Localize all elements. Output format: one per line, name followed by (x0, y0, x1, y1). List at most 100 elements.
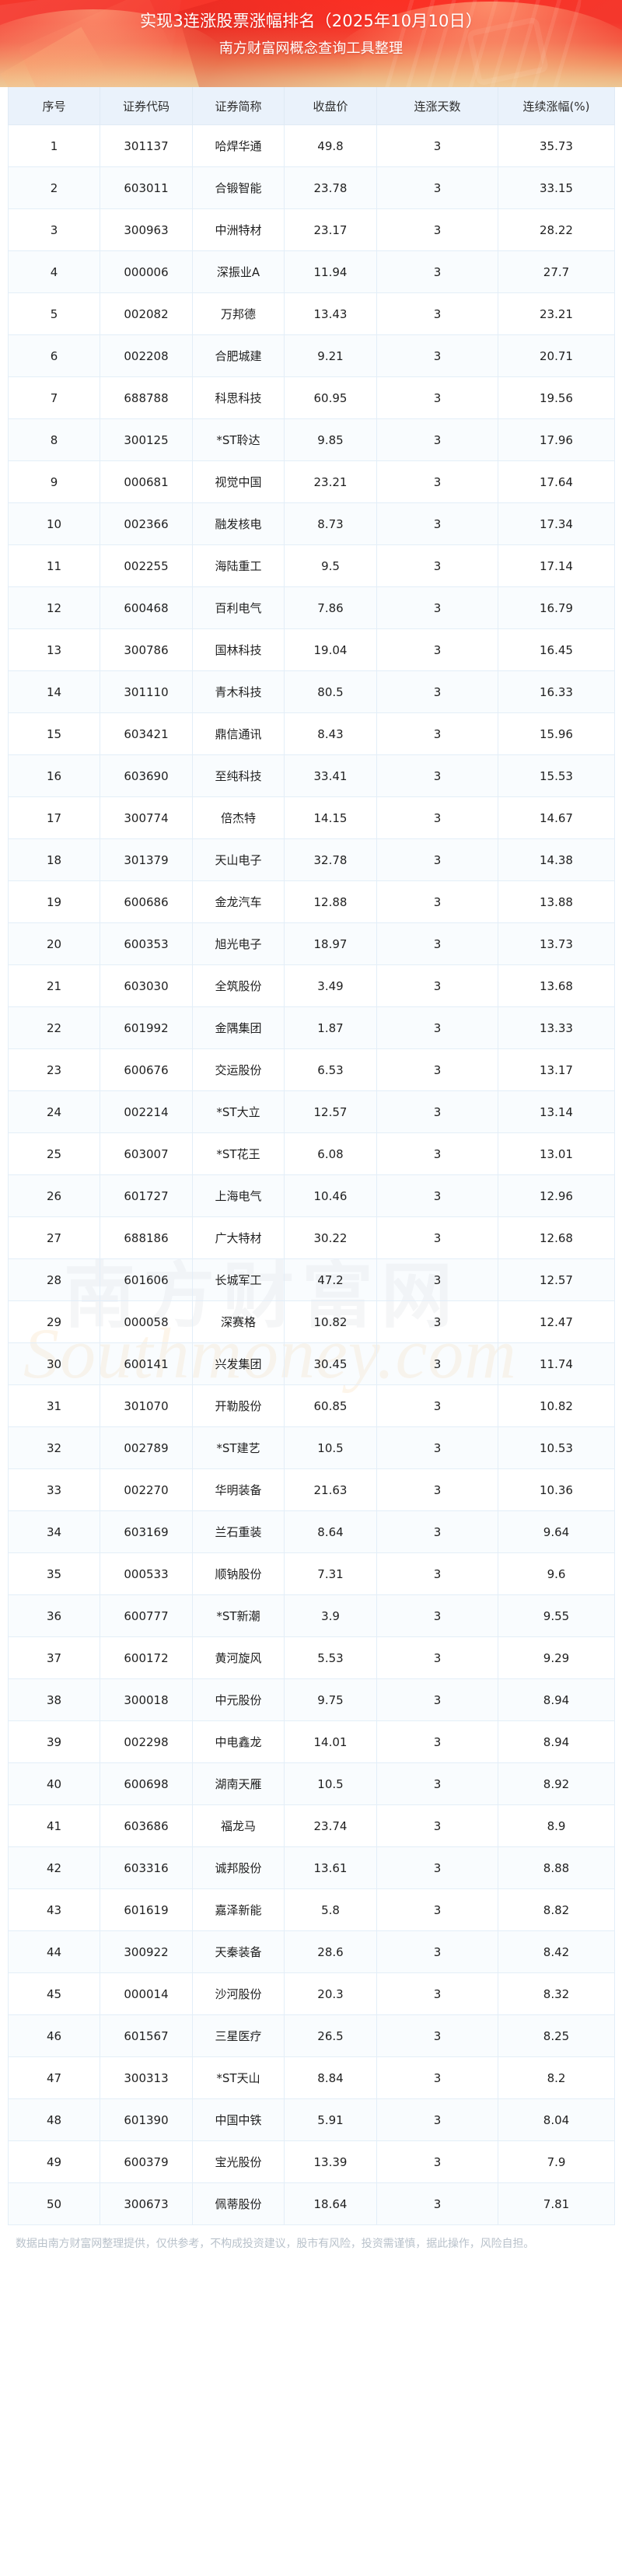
cell-index: 37 (8, 1636, 100, 1679)
column-header-code[interactable]: 证券代码 (100, 87, 193, 125)
table-row[interactable]: 17 300774 倍杰特 14.15 3 14.67 (8, 796, 615, 839)
column-header-short-name[interactable]: 证券简称 (192, 87, 285, 125)
table-row[interactable]: 3 300963 中洲特材 23.17 3 28.22 (8, 208, 615, 251)
table-row[interactable]: 42 603316 诚邦股份 13.61 3 8.88 (8, 1846, 615, 1889)
table-row[interactable]: 24 002214 *ST大立 12.57 3 13.14 (8, 1090, 615, 1133)
cell-close-price: 19.04 (284, 628, 377, 671)
column-header-up-days[interactable]: 连涨天数 (376, 87, 498, 125)
table-row[interactable]: 4 000006 深振业A 11.94 3 27.7 (8, 250, 615, 293)
table-row[interactable]: 48 601390 中国中铁 5.91 3 8.04 (8, 2098, 615, 2141)
cell-index: 3 (8, 208, 100, 251)
cell-up-days: 3 (376, 1510, 498, 1553)
table-row[interactable]: 32 002789 *ST建艺 10.5 3 10.53 (8, 1426, 615, 1469)
cell-short-name: 金隅集团 (192, 1006, 285, 1049)
table-row[interactable]: 50 300673 佩蒂股份 18.64 3 7.81 (8, 2182, 615, 2225)
stock-ranking-table: 序号 证券代码 证券简称 收盘价 连涨天数 连续涨幅(%) 1 301137 哈焊华… (8, 87, 615, 2225)
table-row[interactable]: 18 301379 天山电子 32.78 3 14.38 (8, 838, 615, 881)
table-row[interactable]: 33 002270 华明装备 21.63 3 10.36 (8, 1468, 615, 1511)
table-row[interactable]: 47 300313 *ST天山 8.84 3 8.2 (8, 2056, 615, 2099)
table-row[interactable]: 11 002255 海陆重工 9.5 3 17.14 (8, 544, 615, 587)
cell-code: 600141 (100, 1342, 193, 1385)
cell-close-price: 18.64 (284, 2182, 377, 2225)
cell-up-days: 3 (376, 208, 498, 251)
cell-up-days: 3 (376, 544, 498, 587)
cell-index: 19 (8, 880, 100, 923)
table-row[interactable]: 20 600353 旭光电子 18.97 3 13.73 (8, 922, 615, 965)
table-row[interactable]: 40 600698 湖南天雁 10.5 3 8.92 (8, 1762, 615, 1805)
table-row[interactable]: 30 600141 兴发集团 30.45 3 11.74 (8, 1342, 615, 1385)
cell-code: 600686 (100, 880, 193, 923)
cell-short-name: 湖南天雁 (192, 1762, 285, 1805)
cell-total-gain: 13.33 (498, 1006, 615, 1049)
table-row[interactable]: 7 688788 科思科技 60.95 3 19.56 (8, 376, 615, 419)
cell-up-days: 3 (376, 292, 498, 335)
cell-code: 002255 (100, 544, 193, 587)
table-row[interactable]: 49 600379 宝光股份 13.39 3 7.9 (8, 2140, 615, 2183)
cell-code: 300922 (100, 1930, 193, 1973)
table-row[interactable]: 43 601619 嘉泽新能 5.8 3 8.82 (8, 1888, 615, 1931)
cell-short-name: 青木科技 (192, 670, 285, 713)
table-row[interactable]: 46 601567 三星医疗 26.5 3 8.25 (8, 2014, 615, 2057)
table-body: 1 301137 哈焊华通 49.8 3 35.73 2 603011 合锻智能 23.78 3 33… (8, 124, 615, 2225)
cell-up-days: 3 (376, 2014, 498, 2057)
cell-close-price: 1.87 (284, 1006, 377, 1049)
cell-total-gain: 10.82 (498, 1384, 615, 1427)
cell-short-name: *ST建艺 (192, 1426, 285, 1469)
table-row[interactable]: 29 000058 深赛格 10.82 3 12.47 (8, 1300, 615, 1343)
table-row[interactable]: 45 000014 沙河股份 20.3 3 8.32 (8, 1972, 615, 2015)
table-row[interactable]: 13 300786 国林科技 19.04 3 16.45 (8, 628, 615, 671)
table-row[interactable]: 12 600468 百利电气 7.86 3 16.79 (8, 586, 615, 629)
cell-index: 5 (8, 292, 100, 335)
table-row[interactable]: 2 603011 合锻智能 23.78 3 33.15 (8, 166, 615, 209)
table-row[interactable]: 14 301110 青木科技 80.5 3 16.33 (8, 670, 615, 713)
cell-up-days: 3 (376, 712, 498, 755)
cell-index: 43 (8, 1888, 100, 1931)
table-row[interactable]: 16 603690 至纯科技 33.41 3 15.53 (8, 754, 615, 797)
table-row[interactable]: 21 603030 全筑股份 3.49 3 13.68 (8, 964, 615, 1007)
table-row[interactable]: 9 000681 视觉中国 23.21 3 17.64 (8, 460, 615, 503)
table-row[interactable]: 35 000533 顺钠股份 7.31 3 9.6 (8, 1552, 615, 1595)
cell-index: 35 (8, 1552, 100, 1595)
table-row[interactable]: 19 600686 金龙汽车 12.88 3 13.88 (8, 880, 615, 923)
cell-close-price: 33.41 (284, 754, 377, 797)
cell-short-name: 三星医疗 (192, 2014, 285, 2057)
cell-close-price: 18.97 (284, 922, 377, 965)
cell-index: 40 (8, 1762, 100, 1805)
cell-total-gain: 15.53 (498, 754, 615, 797)
table-row[interactable]: 26 601727 上海电气 10.46 3 12.96 (8, 1174, 615, 1217)
table-row[interactable]: 39 002298 中电鑫龙 14.01 3 8.94 (8, 1720, 615, 1763)
column-header-total-gain[interactable]: 连续涨幅(%) (498, 87, 615, 125)
table-row[interactable]: 31 301070 开勒股份 60.85 3 10.82 (8, 1384, 615, 1427)
table-row[interactable]: 37 600172 黄河旋风 5.53 3 9.29 (8, 1636, 615, 1679)
cell-close-price: 8.73 (284, 502, 377, 545)
cell-short-name: 全筑股份 (192, 964, 285, 1007)
cell-close-price: 8.64 (284, 1510, 377, 1553)
table-row[interactable]: 34 603169 兰石重装 8.64 3 9.64 (8, 1510, 615, 1553)
table-row[interactable]: 5 002082 万邦德 13.43 3 23.21 (8, 292, 615, 335)
table-row[interactable]: 25 603007 *ST花王 6.08 3 13.01 (8, 1132, 615, 1175)
table-row[interactable]: 6 002208 合肥城建 9.21 3 20.71 (8, 334, 615, 377)
table-row[interactable]: 15 603421 鼎信通讯 8.43 3 15.96 (8, 712, 615, 755)
table-row[interactable]: 10 002366 融发核电 8.73 3 17.34 (8, 502, 615, 545)
table-row[interactable]: 27 688186 广大特材 30.22 3 12.68 (8, 1216, 615, 1259)
cell-close-price: 14.01 (284, 1720, 377, 1763)
table-row[interactable]: 28 601606 长城军工 47.2 3 12.57 (8, 1258, 615, 1301)
table-row[interactable]: 36 600777 *ST新潮 3.9 3 9.55 (8, 1594, 615, 1637)
cell-index: 28 (8, 1258, 100, 1301)
page-title: 实现3连涨股票涨幅排名（2025年10月10日） (139, 12, 483, 30)
cell-close-price: 10.82 (284, 1300, 377, 1343)
column-header-close-price[interactable]: 收盘价 (284, 87, 377, 125)
table-row[interactable]: 22 601992 金隅集团 1.87 3 13.33 (8, 1006, 615, 1049)
table-row[interactable]: 1 301137 哈焊华通 49.8 3 35.73 (8, 124, 615, 167)
cell-total-gain: 8.88 (498, 1846, 615, 1889)
table-row[interactable]: 8 300125 *ST聆达 9.85 3 17.96 (8, 418, 615, 461)
column-header-index[interactable]: 序号 (8, 87, 100, 125)
cell-code: 601992 (100, 1006, 193, 1049)
table-row[interactable]: 38 300018 中元股份 9.75 3 8.94 (8, 1678, 615, 1721)
table-row[interactable]: 41 603686 福龙马 23.74 3 8.9 (8, 1804, 615, 1847)
cell-index: 11 (8, 544, 100, 587)
table-row[interactable]: 23 600676 交运股份 6.53 3 13.17 (8, 1048, 615, 1091)
cell-close-price: 32.78 (284, 838, 377, 881)
cell-short-name: 长城军工 (192, 1258, 285, 1301)
table-row[interactable]: 44 300922 天秦装备 28.6 3 8.42 (8, 1930, 615, 1973)
